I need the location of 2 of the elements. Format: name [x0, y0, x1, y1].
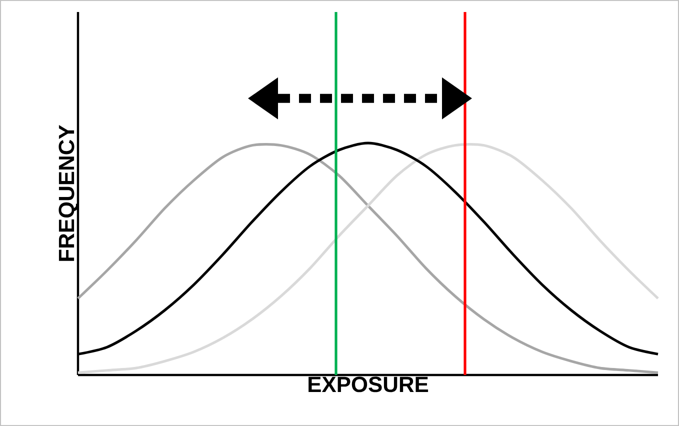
y-axis-title: FREQUENCY [58, 125, 78, 261]
x-axis-title: EXPOSURE [308, 376, 428, 392]
